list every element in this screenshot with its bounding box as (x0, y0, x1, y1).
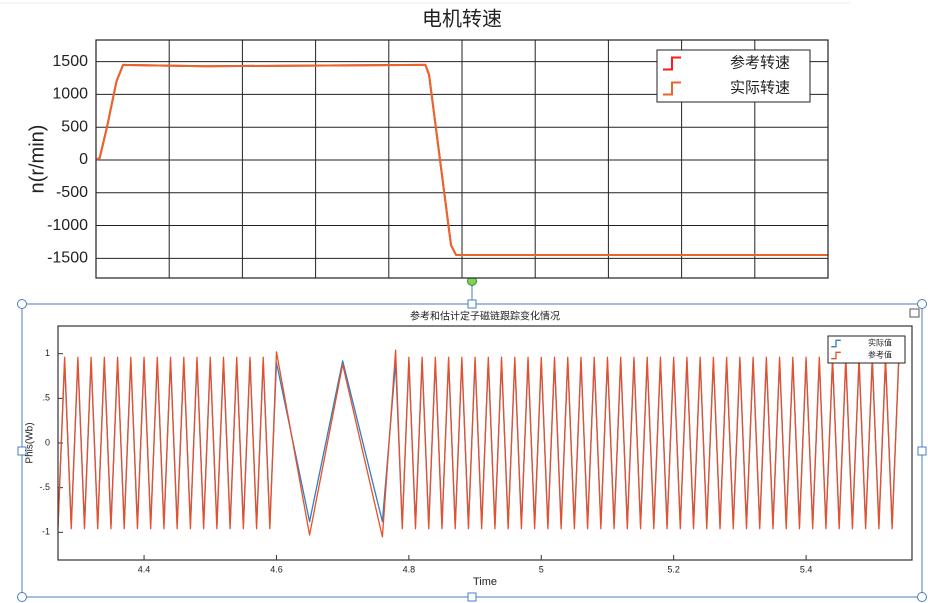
y-tick-label: 0 (45, 437, 50, 447)
x-tick-label: 5.4 (800, 564, 813, 574)
y-tick-label: 1500 (52, 53, 88, 70)
x-tick-label: 5 (539, 564, 544, 574)
y-tick-label: -1000 (47, 217, 88, 234)
y-tick-label: -1500 (47, 250, 88, 267)
handle[interactable] (17, 299, 27, 309)
y-tick-label: -500 (56, 184, 88, 201)
x-tick-label: 4.8 (403, 564, 416, 574)
legend-label: 参考值 (868, 350, 892, 360)
legend-swatch (663, 81, 681, 96)
handle[interactable] (17, 592, 27, 602)
legend-swatch (831, 351, 841, 360)
x-tick-label: 5.2 (667, 564, 680, 574)
handles (17, 299, 927, 602)
x-tick-label: 4.6 (270, 564, 283, 574)
legend-label: 参考转速 (730, 54, 790, 71)
chart-title: 参考和估计定子磁链跟踪变化情况 (410, 310, 560, 323)
plot-frame (95, 39, 829, 279)
x-tick-label: 4.4 (138, 564, 151, 574)
y-tick-label: 1000 (52, 86, 88, 103)
handle[interactable] (917, 592, 927, 602)
legend-box (656, 49, 811, 103)
x-axis-label: Time (473, 576, 497, 588)
handle[interactable] (17, 446, 27, 456)
legend-box (827, 335, 906, 364)
chart-title: 电机转速 (422, 7, 502, 30)
legend-swatch (663, 56, 681, 71)
series-line (95, 63, 828, 257)
y-tick-label: 500 (61, 118, 88, 135)
handle[interactable] (467, 299, 477, 309)
plot-frame (57, 325, 913, 561)
handle[interactable] (917, 446, 927, 456)
y-tick-label: -.5 (39, 482, 50, 492)
y-tick-label: 0 (79, 151, 88, 168)
legend-label: 实际转速 (730, 79, 790, 96)
handle[interactable] (467, 592, 477, 602)
layout-icon[interactable] (909, 308, 920, 318)
y-tick-label: .5 (42, 393, 50, 403)
handle[interactable] (917, 299, 927, 309)
y-tick-label: 1 (45, 348, 50, 358)
y-tick-label: -1 (42, 527, 50, 537)
y-axis-label: n(r/min) (26, 125, 48, 194)
y-axis-label: Phis(Wb) (25, 422, 36, 463)
legend-swatch (831, 339, 841, 348)
series-line (57, 349, 900, 538)
legend-label: 实际值 (868, 338, 892, 348)
